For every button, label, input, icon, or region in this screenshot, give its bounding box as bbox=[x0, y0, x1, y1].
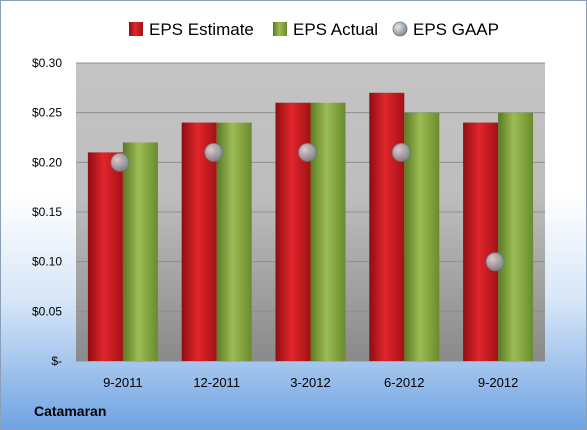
eps-actual-bar bbox=[310, 102, 346, 361]
eps-estimate-bar bbox=[275, 102, 311, 361]
eps-estimate-bar bbox=[87, 152, 123, 361]
legend-swatch bbox=[273, 22, 287, 36]
eps-gaap-marker bbox=[391, 142, 411, 162]
legend-label: EPS GAAP bbox=[413, 20, 499, 39]
x-tick-label: 9-2012 bbox=[478, 375, 518, 390]
eps-estimate-bar bbox=[463, 122, 499, 361]
eps-gaap-marker bbox=[110, 152, 130, 172]
x-axis: 9-2011 12-2011 3-2012 6-2012 9-2012 bbox=[103, 375, 518, 390]
legend-swatch bbox=[129, 22, 143, 36]
x-tick-label: 9-2011 bbox=[103, 375, 143, 390]
eps-estimate-bar bbox=[181, 122, 217, 361]
gaap-markers bbox=[110, 142, 505, 272]
x-tick-label: 3-2012 bbox=[290, 375, 330, 390]
x-tick-label: 6-2012 bbox=[384, 375, 424, 390]
legend-label: EPS Estimate bbox=[149, 20, 254, 39]
eps-estimate-bar bbox=[369, 92, 405, 362]
y-tick-label: $0.15 bbox=[32, 205, 62, 219]
y-tick-label: $0.20 bbox=[32, 155, 62, 169]
y-tick-label: $0.05 bbox=[32, 304, 62, 318]
eps-actual-bar bbox=[498, 112, 534, 362]
company-label: Catamaran bbox=[34, 403, 107, 419]
eps-actual-bar bbox=[216, 122, 252, 361]
y-tick-label: $0.30 bbox=[32, 56, 62, 70]
y-tick-label: $0.25 bbox=[32, 106, 62, 120]
legend: EPS Estimate EPS Actual EPS GAAP bbox=[129, 20, 499, 39]
legend-swatch bbox=[392, 21, 408, 37]
bars bbox=[87, 92, 534, 362]
eps-gaap-marker bbox=[204, 142, 224, 162]
x-tick-label: 12-2011 bbox=[193, 375, 240, 390]
legend-label: EPS Actual bbox=[293, 20, 378, 39]
y-axis: $- $0.05 $0.10 $0.15 $0.20 $0.25 $0.30 bbox=[32, 56, 62, 368]
eps-gaap-marker bbox=[485, 252, 505, 272]
eps-actual-bar bbox=[122, 142, 158, 361]
y-tick-label: $- bbox=[51, 354, 62, 368]
eps-gaap-marker bbox=[298, 142, 317, 162]
y-tick-label: $0.10 bbox=[32, 255, 62, 269]
